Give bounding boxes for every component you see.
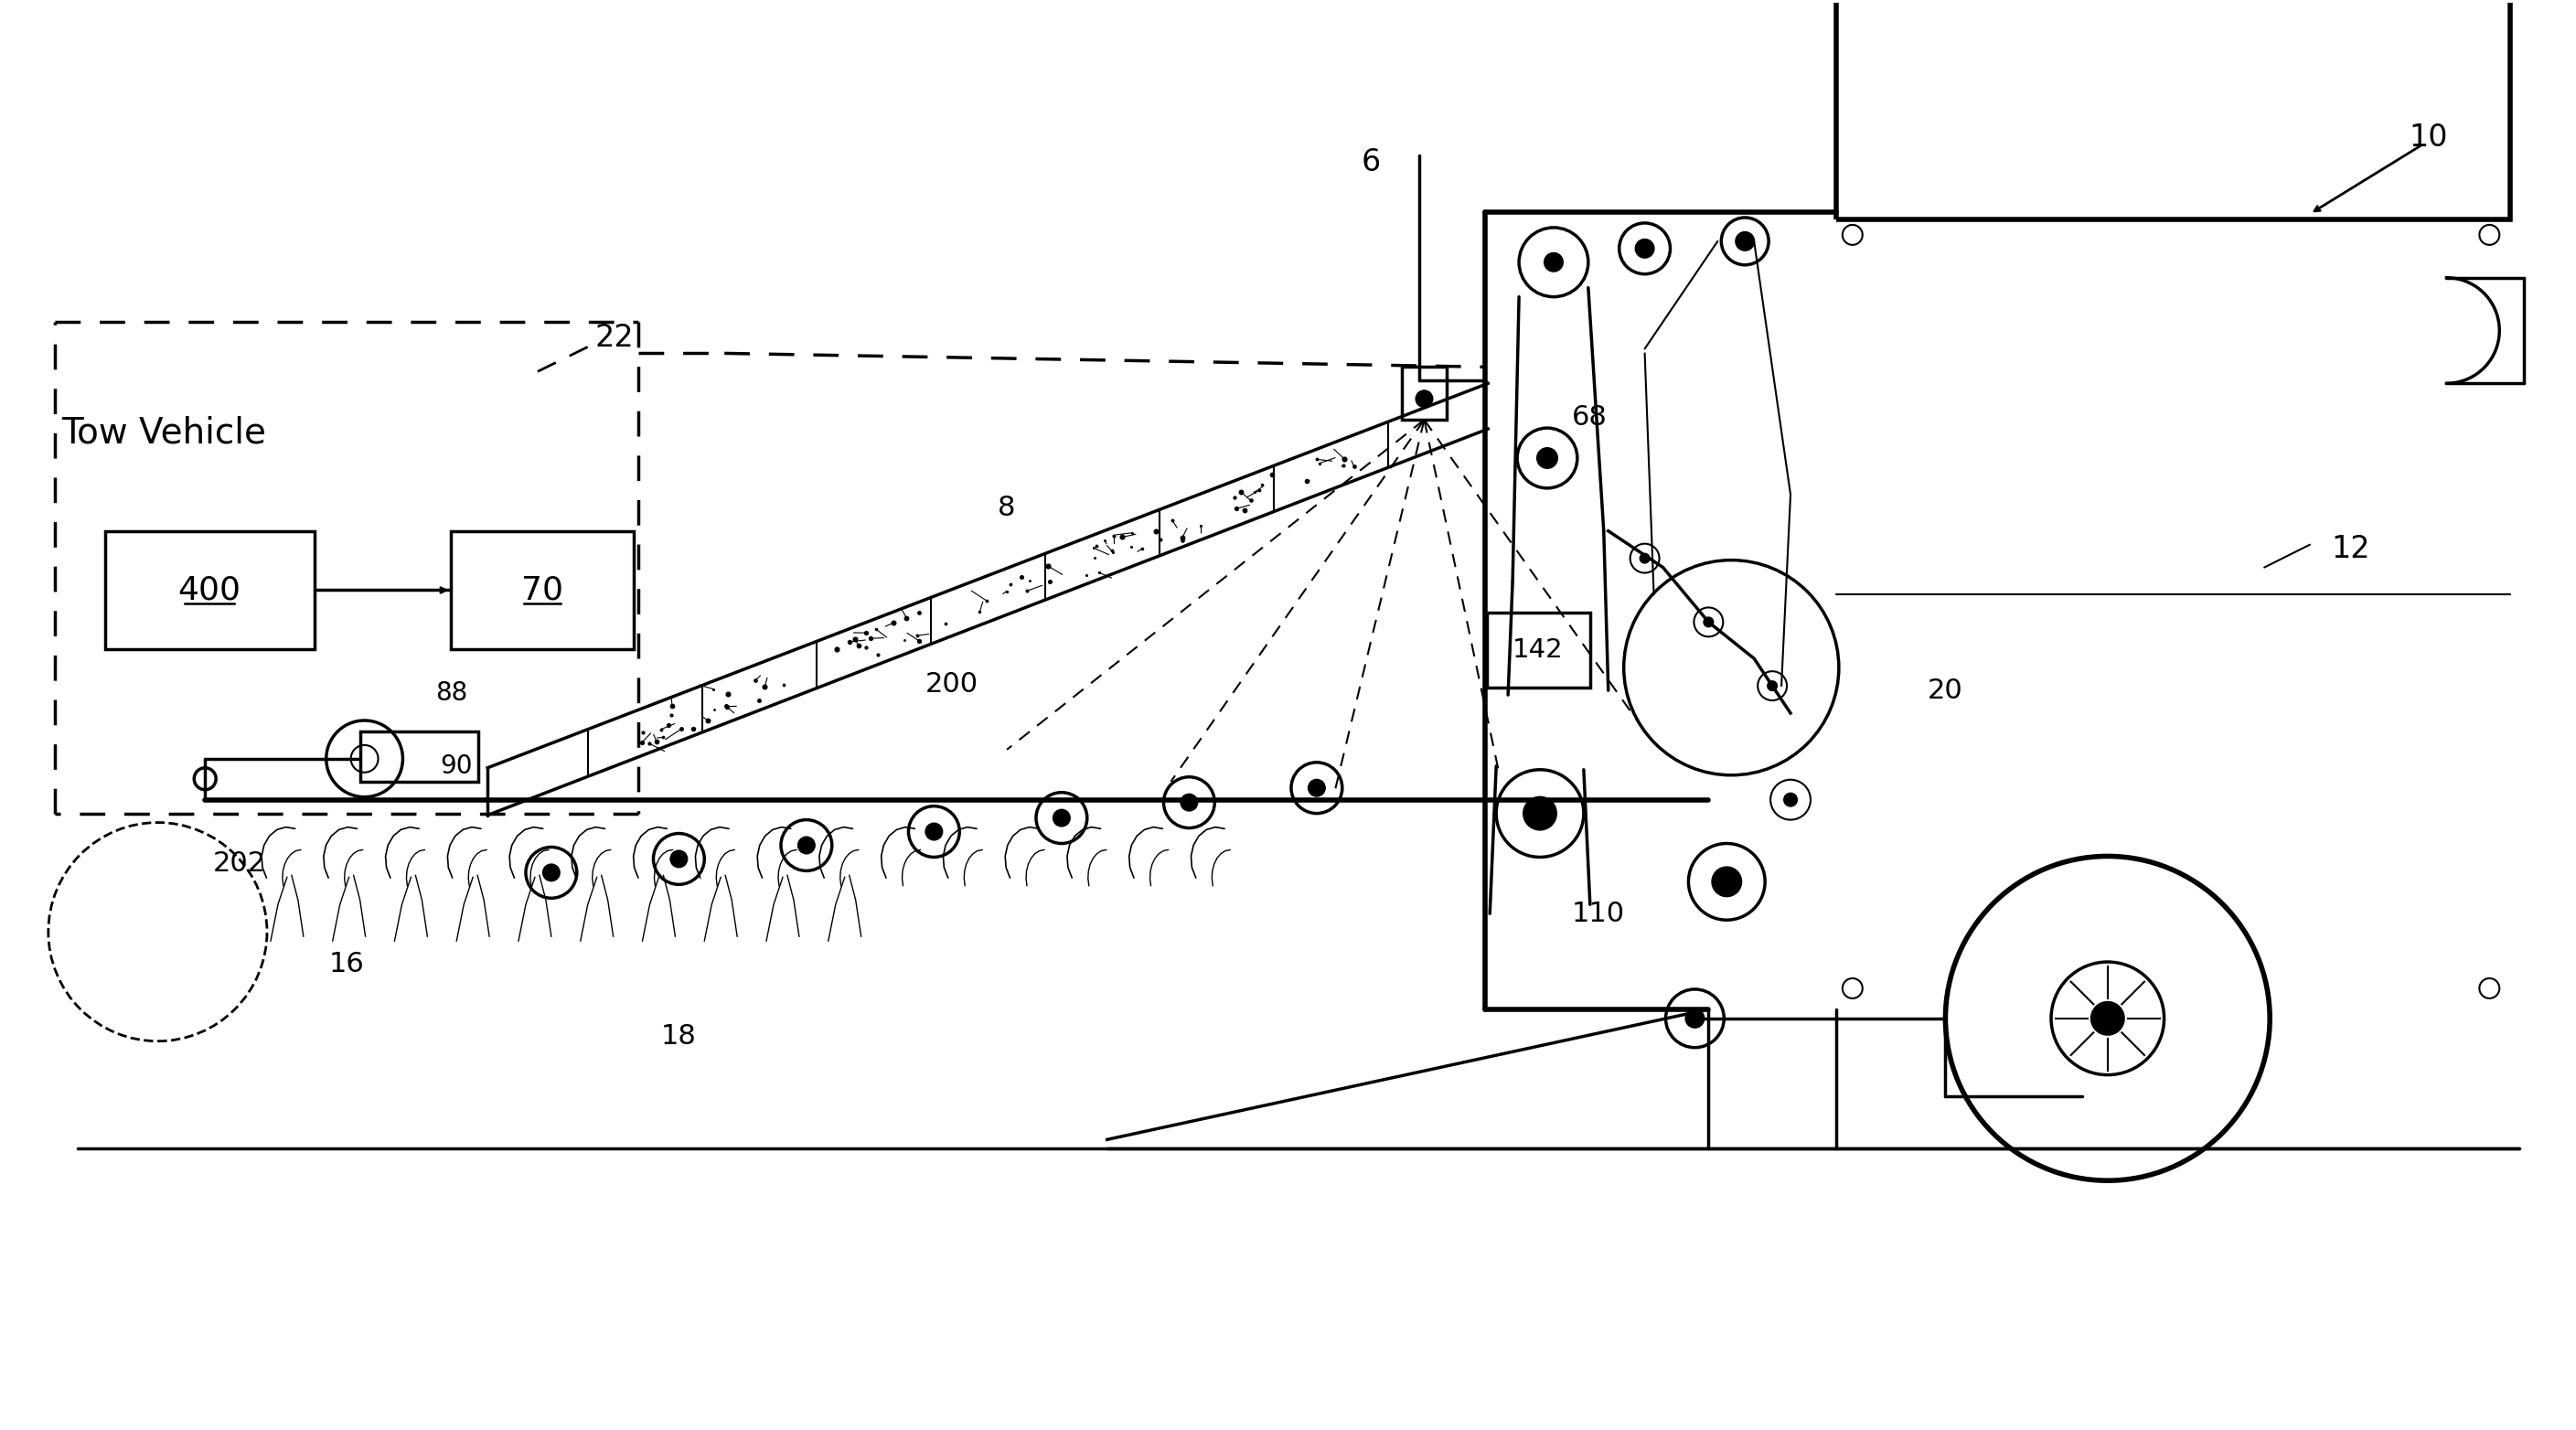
Text: 142: 142: [1512, 638, 1564, 664]
Text: 110: 110: [1571, 901, 1625, 927]
Text: 68: 68: [1571, 403, 1607, 430]
Text: 18: 18: [662, 1024, 696, 1050]
Text: 200: 200: [925, 671, 979, 698]
Circle shape: [1785, 794, 1798, 807]
Text: Tow Vehicle: Tow Vehicle: [62, 415, 265, 450]
Text: 20: 20: [1927, 678, 1963, 704]
Text: 90: 90: [440, 754, 471, 779]
Text: 22: 22: [595, 323, 634, 353]
Circle shape: [1736, 232, 1754, 250]
Circle shape: [1685, 1010, 1703, 1028]
Text: 10: 10: [2409, 123, 2447, 153]
Bar: [106, 531, 314, 649]
Text: 400: 400: [178, 575, 242, 606]
Bar: [1837, 0, 2512, 219]
Bar: [451, 531, 634, 649]
Circle shape: [2092, 1002, 2125, 1035]
Text: 16: 16: [330, 951, 363, 977]
Bar: [1486, 613, 1589, 688]
Circle shape: [1538, 448, 1558, 468]
Circle shape: [1417, 390, 1432, 408]
Text: 88: 88: [435, 681, 469, 706]
Text: 8: 8: [997, 495, 1015, 522]
Text: 202: 202: [214, 851, 265, 877]
Text: 12: 12: [2331, 533, 2370, 565]
Text: 70: 70: [520, 575, 564, 606]
Text: 6: 6: [1360, 147, 1381, 177]
Circle shape: [670, 851, 688, 867]
Circle shape: [1636, 239, 1654, 257]
Circle shape: [1522, 797, 1556, 829]
Circle shape: [1180, 794, 1198, 811]
Circle shape: [1703, 618, 1713, 626]
Circle shape: [1054, 809, 1069, 827]
Bar: [361, 731, 479, 782]
Circle shape: [799, 837, 814, 854]
Circle shape: [1546, 253, 1564, 272]
Circle shape: [1641, 553, 1649, 563]
Circle shape: [1767, 681, 1777, 691]
Circle shape: [1309, 779, 1324, 797]
Circle shape: [544, 864, 559, 881]
Circle shape: [925, 824, 943, 839]
Bar: [1401, 368, 1448, 420]
Circle shape: [1713, 867, 1741, 897]
